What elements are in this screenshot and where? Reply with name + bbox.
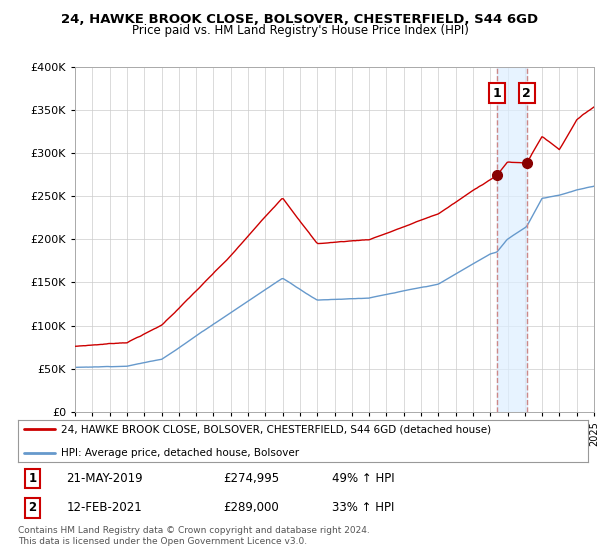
Text: £274,995: £274,995: [223, 472, 280, 485]
Text: 1: 1: [493, 87, 501, 100]
Text: 2: 2: [28, 501, 37, 514]
Text: Contains HM Land Registry data © Crown copyright and database right 2024.
This d: Contains HM Land Registry data © Crown c…: [18, 526, 370, 546]
Text: £289,000: £289,000: [223, 501, 279, 514]
Text: 2: 2: [523, 87, 531, 100]
Text: 1: 1: [28, 472, 37, 485]
Text: 12-FEB-2021: 12-FEB-2021: [67, 501, 142, 514]
Text: 21-MAY-2019: 21-MAY-2019: [67, 472, 143, 485]
Bar: [497, 67, 527, 412]
Text: 33% ↑ HPI: 33% ↑ HPI: [331, 501, 394, 514]
Text: 24, HAWKE BROOK CLOSE, BOLSOVER, CHESTERFIELD, S44 6GD: 24, HAWKE BROOK CLOSE, BOLSOVER, CHESTER…: [61, 13, 539, 26]
Text: 24, HAWKE BROOK CLOSE, BOLSOVER, CHESTERFIELD, S44 6GD (detached house): 24, HAWKE BROOK CLOSE, BOLSOVER, CHESTER…: [61, 424, 491, 434]
Text: 49% ↑ HPI: 49% ↑ HPI: [331, 472, 394, 485]
Text: Price paid vs. HM Land Registry's House Price Index (HPI): Price paid vs. HM Land Registry's House …: [131, 24, 469, 36]
Text: HPI: Average price, detached house, Bolsover: HPI: Average price, detached house, Bols…: [61, 448, 299, 458]
